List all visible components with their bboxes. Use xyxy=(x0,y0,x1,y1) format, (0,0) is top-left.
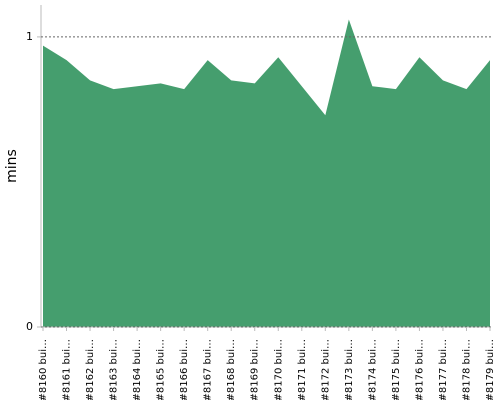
x-tick-label: #8174 bui… xyxy=(367,339,378,400)
x-tick-label: #8161 bui… xyxy=(62,339,73,400)
x-tick-label: #8177 bui… xyxy=(438,339,449,400)
x-tick-label: #8179 bui… xyxy=(485,339,496,400)
x-tick-label: #8176 bui… xyxy=(414,339,425,400)
x-tick-label: #8171 bui… xyxy=(297,339,308,400)
x-tick-label: #8167 bui… xyxy=(203,339,214,400)
area xyxy=(43,19,490,327)
x-tick-label: #8168 bui… xyxy=(226,339,237,400)
x-tick-label: #8162 bui… xyxy=(85,339,96,400)
x-tick-label: #8164 bui… xyxy=(132,339,143,400)
x-tick-label: #8163 bui… xyxy=(109,339,120,400)
x-tick-label: #8170 bui… xyxy=(273,339,284,400)
x-tick-label: #8173 bui… xyxy=(344,339,355,400)
x-tick-label: #8165 bui… xyxy=(156,339,167,400)
y-tick-label: 0 xyxy=(26,320,33,333)
x-tick-label: #8166 bui… xyxy=(179,339,190,400)
x-tick-label: #8169 bui… xyxy=(250,339,261,400)
x-tick-label: #8172 bui… xyxy=(320,339,331,400)
x-tick-label: #8178 bui… xyxy=(461,339,472,400)
y-tick-label: 1 xyxy=(26,30,33,43)
x-tick-label: #8160 bui… xyxy=(38,339,49,400)
x-tick-label: #8175 bui… xyxy=(391,339,402,400)
y-axis-label: mins xyxy=(4,149,20,183)
